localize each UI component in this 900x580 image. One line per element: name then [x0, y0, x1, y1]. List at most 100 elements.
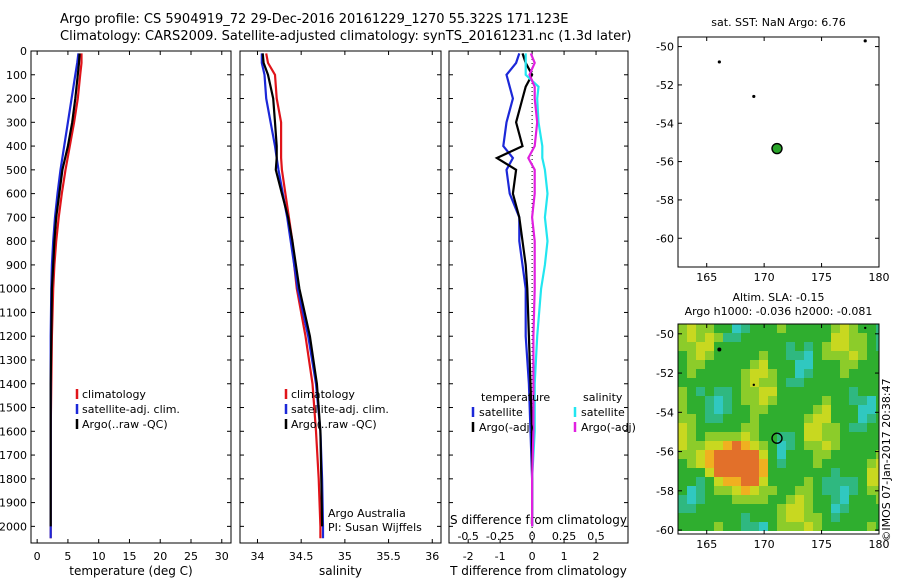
sla-cell	[750, 351, 759, 360]
series-line-argo	[494, 53, 534, 527]
sla-cell	[759, 468, 768, 477]
sla-cell	[687, 342, 696, 351]
sla-cell	[786, 324, 795, 333]
sla-cell	[840, 495, 849, 504]
sla-cell	[813, 342, 822, 351]
sla-cell	[786, 459, 795, 468]
sla-cell	[822, 513, 831, 522]
sla-cell	[876, 360, 879, 369]
sla-cell	[741, 396, 750, 405]
sla-cell	[687, 513, 696, 522]
sla-cell	[759, 405, 768, 414]
sla-cell	[795, 477, 804, 486]
sla-cell	[876, 441, 879, 450]
sla-cell	[750, 459, 759, 468]
sla-cell	[723, 405, 732, 414]
sla-cell	[696, 531, 705, 534]
x-axis-label: T difference from climatology	[449, 564, 627, 578]
sla-cell	[840, 486, 849, 495]
sla-cell	[831, 495, 840, 504]
x-tick-label: 30	[215, 550, 229, 563]
sla-cell	[768, 477, 777, 486]
sla-cell	[705, 423, 714, 432]
sla-cell	[750, 522, 759, 531]
y-tick-label: -56	[656, 446, 674, 459]
sla-cell	[813, 387, 822, 396]
sla-cell	[804, 468, 813, 477]
sla-cell	[777, 495, 786, 504]
sla-cell	[705, 459, 714, 468]
sla-cell	[786, 360, 795, 369]
sla-cell	[858, 405, 867, 414]
sla-cell	[813, 522, 822, 531]
sla-cell	[804, 504, 813, 513]
sla-cell	[732, 495, 741, 504]
sla-cell	[759, 441, 768, 450]
s-diff-tick-label: 0.25	[552, 530, 577, 543]
sla-cell	[876, 396, 879, 405]
sla-cell	[678, 504, 687, 513]
sla-cell	[678, 396, 687, 405]
sla-cell	[696, 342, 705, 351]
sla-cell	[714, 405, 723, 414]
sla-cell	[741, 369, 750, 378]
sla-cell	[867, 423, 876, 432]
sla-cell	[786, 468, 795, 477]
sla-cell	[741, 468, 750, 477]
sla-cell	[777, 351, 786, 360]
sla-cell	[678, 432, 687, 441]
sla-cell	[705, 414, 714, 423]
sla-cell	[795, 531, 804, 534]
sla-cell	[678, 369, 687, 378]
x-tick-label: 5	[64, 550, 71, 563]
sla-cell	[759, 414, 768, 423]
sla-cell	[822, 333, 831, 342]
sla-cell	[705, 441, 714, 450]
sla-cell	[714, 477, 723, 486]
sla-cell	[831, 423, 840, 432]
sla-cell	[813, 513, 822, 522]
sla-cell	[678, 486, 687, 495]
sla-cell	[678, 405, 687, 414]
sla-cell	[813, 396, 822, 405]
sla-cell	[795, 450, 804, 459]
sla-cell	[840, 378, 849, 387]
sla-cell	[750, 378, 759, 387]
sla-map-title-2: Argo h1000: -0.036 h2000: -0.081	[685, 305, 873, 318]
sla-cell	[822, 504, 831, 513]
x-tick-label: 34	[250, 550, 264, 563]
sla-cell	[723, 477, 732, 486]
sla-cell	[831, 369, 840, 378]
sla-cell	[831, 486, 840, 495]
sla-cell	[714, 513, 723, 522]
sla-cell	[795, 486, 804, 495]
sla-cell	[768, 522, 777, 531]
sla-cell	[741, 441, 750, 450]
depth-tick-label: 800	[6, 235, 27, 248]
y-tick-label: -54	[656, 406, 674, 419]
sla-cell	[777, 405, 786, 414]
sla-cell	[786, 405, 795, 414]
sla-cell	[687, 405, 696, 414]
sla-cell	[813, 369, 822, 378]
sla-cell	[876, 504, 879, 513]
sla-cell	[858, 333, 867, 342]
sla-cell	[714, 369, 723, 378]
depth-tick-label: 1800	[0, 473, 27, 486]
sla-cell	[696, 351, 705, 360]
sla-cell	[723, 378, 732, 387]
depth-tick-label: 1500	[0, 402, 27, 415]
sla-cell	[777, 387, 786, 396]
legend-entry: Argo(..raw -QC)	[82, 418, 168, 431]
x-tick-label: 170	[754, 271, 775, 284]
island-marker	[864, 326, 867, 330]
sla-cell	[795, 369, 804, 378]
sla-cell	[741, 432, 750, 441]
sla-cell	[696, 324, 705, 333]
sla-cell	[786, 441, 795, 450]
sla-cell	[750, 486, 759, 495]
sla-cell	[768, 387, 777, 396]
y-tick-label: -52	[656, 79, 674, 92]
sla-cell	[687, 486, 696, 495]
